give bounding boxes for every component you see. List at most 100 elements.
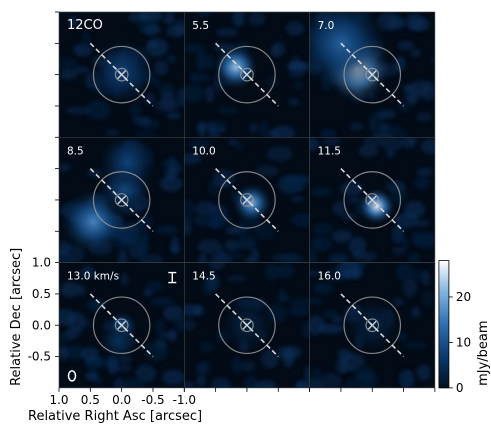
noise-blob — [414, 219, 430, 228]
noise-blob — [358, 144, 379, 157]
reference-ellipse — [343, 45, 402, 104]
noise-blob — [227, 139, 240, 146]
noise-blob — [227, 275, 247, 282]
noise-blob — [165, 12, 174, 24]
noise-blob — [267, 129, 281, 138]
channel-panel: 12CO — [58, 11, 185, 138]
noise-blob — [166, 54, 177, 63]
noise-blob — [184, 199, 196, 219]
reference-ellipse — [240, 67, 254, 82]
noise-blob — [277, 263, 294, 279]
noise-blob — [415, 112, 433, 122]
noise-blob — [218, 106, 239, 115]
noise-blob — [309, 137, 320, 151]
noise-blob — [258, 120, 270, 138]
noise-blob — [198, 252, 209, 263]
noise-blob — [208, 262, 226, 271]
noise-blob — [164, 166, 177, 181]
reference-ellipse — [114, 67, 129, 82]
noise-blob — [223, 239, 240, 252]
reference-ellipse — [92, 296, 151, 355]
cut-line — [340, 42, 405, 107]
panel-title-label: 12CO — [67, 18, 103, 33]
noise-blob — [243, 375, 259, 388]
noise-blob — [277, 345, 302, 360]
noise-blob — [184, 152, 202, 165]
colorbar-layer: 0 10 20 mJy/beam — [438, 260, 491, 395]
cut-line — [340, 293, 405, 358]
noise-blob — [403, 341, 428, 350]
emission-layer — [212, 43, 260, 91]
noise-blob — [321, 137, 341, 146]
noise-blob — [377, 122, 390, 131]
noise-blob — [81, 31, 92, 45]
noise-blob — [143, 24, 162, 36]
noise-blob — [59, 343, 68, 362]
colorbar-tick-label: 20 — [456, 290, 471, 304]
noise-blob — [411, 231, 435, 246]
noise-blob — [235, 143, 245, 151]
noise-blob — [429, 56, 435, 64]
noise-blob — [312, 281, 334, 295]
noise-blob — [231, 356, 242, 375]
reference-ellipse — [114, 318, 129, 333]
noise-blob — [80, 265, 95, 280]
noise-blob — [295, 381, 310, 388]
noise-blob — [340, 181, 364, 197]
noise-blob — [59, 58, 78, 70]
scale-bar — [168, 271, 177, 284]
cut-line — [340, 168, 405, 232]
channel-panel: 10.0 — [184, 137, 310, 263]
noise-blob — [340, 212, 357, 221]
noise-blob — [294, 80, 303, 91]
noise-blob — [184, 304, 202, 317]
reference-ellipse — [365, 193, 380, 207]
noise-blob — [420, 138, 435, 155]
noise-blob — [189, 71, 212, 84]
noise-blob — [224, 225, 247, 236]
noise-blob — [254, 165, 279, 177]
noise-blob — [144, 341, 168, 361]
y-axis-title: Relative Dec [arcsec] — [9, 248, 24, 386]
colorbar-label: mJy/beam — [476, 320, 491, 385]
y-tick-label: 1.0 — [32, 256, 51, 270]
noise-blob — [287, 98, 301, 107]
noise-blob — [215, 28, 238, 37]
noise-blob — [73, 43, 93, 57]
noise-blob — [84, 358, 104, 370]
noise-blob — [65, 106, 92, 115]
cut-line — [215, 42, 279, 107]
noise-blob — [318, 373, 343, 388]
noise-blob — [184, 319, 196, 331]
noise-blob — [310, 186, 333, 197]
noise-blob — [421, 269, 431, 287]
noise-blob — [149, 297, 175, 306]
emission-blob — [357, 186, 396, 226]
noise-blob — [265, 262, 281, 281]
reference-ellipse — [365, 67, 380, 82]
noise-blob — [161, 158, 179, 169]
noise-blob — [248, 12, 266, 26]
noise-blob — [68, 16, 78, 28]
noise-blob — [254, 222, 276, 240]
cut-line — [89, 293, 154, 358]
noise-blob — [144, 280, 164, 292]
reference-ellipse — [240, 193, 254, 207]
noise-blob — [59, 308, 76, 326]
noise-blob — [272, 41, 286, 57]
noise-blob — [84, 319, 94, 328]
panels-layer: 12CO 5.5 7.0 8.5 10.0 11.5 13.0 km/s 14.5 16.0 — [58, 11, 436, 389]
reference-ellipse — [343, 171, 402, 229]
channel-panel: 14.5 — [184, 262, 310, 389]
reference-ellipse — [218, 45, 276, 104]
noise-blob — [328, 251, 350, 263]
noise-blob — [196, 375, 207, 387]
noise-blob — [397, 40, 415, 51]
noise-blob — [170, 236, 179, 256]
noise-blob — [199, 341, 214, 353]
noise-blob — [410, 306, 421, 319]
reference-ellipse — [114, 193, 129, 207]
noise-blob — [266, 75, 279, 87]
